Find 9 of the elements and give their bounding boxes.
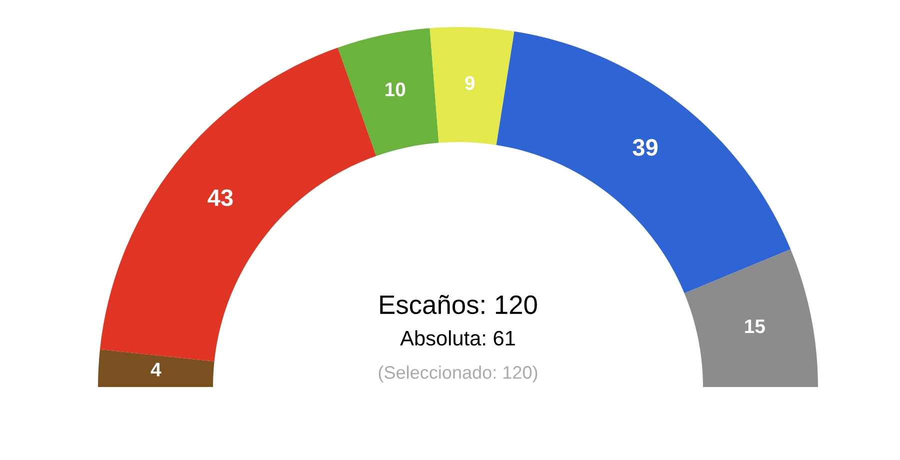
data-label: 15 [745,320,765,334]
data-label: 9 [465,76,475,90]
data-label: 10 [386,82,406,96]
text: (Seleccionado: 120) [378,366,538,382]
data-label: 43 [208,189,233,206]
text: Absoluta: 61 [400,330,515,346]
text: Escaños: 120 [380,294,537,314]
data-label: 4 [150,362,162,376]
data-label: 39 [632,139,658,156]
